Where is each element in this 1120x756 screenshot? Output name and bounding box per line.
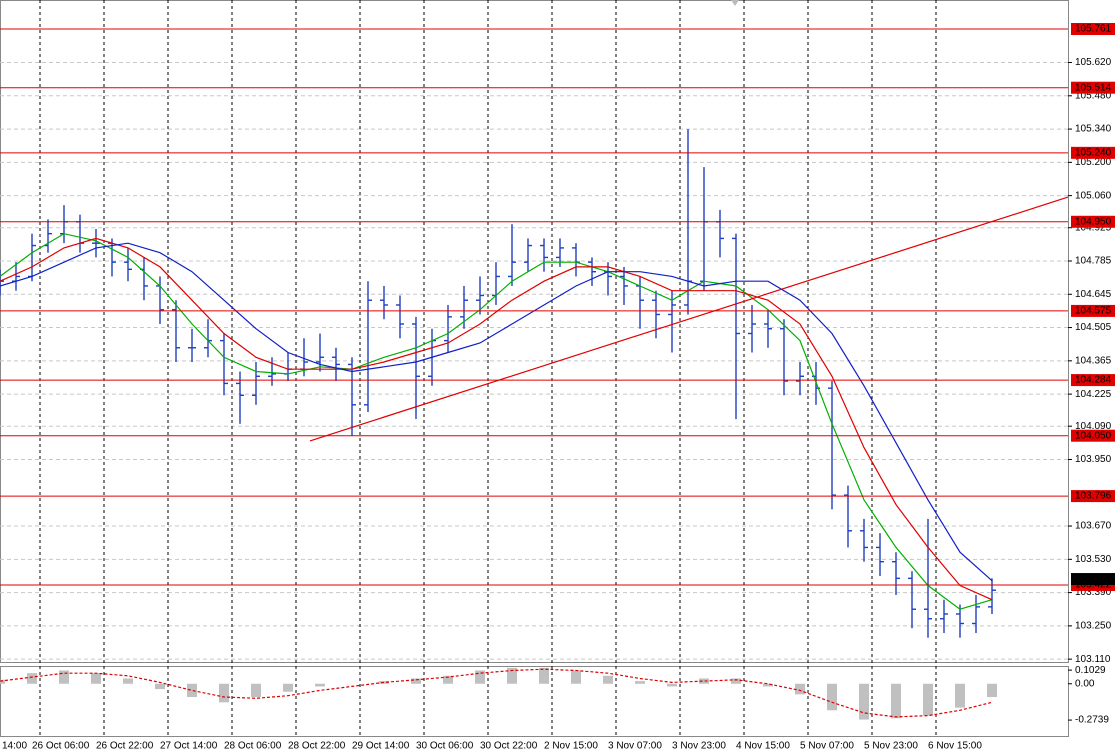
level-label: 104.950 — [1075, 216, 1112, 227]
level-label: 105.240 — [1075, 147, 1112, 158]
signal-line — [0, 668, 993, 718]
histogram-bar — [315, 683, 325, 687]
current-price-label: 103.447 — [1075, 574, 1112, 585]
y-tick-label: 105.620 — [1075, 57, 1112, 68]
histogram-bar — [155, 683, 165, 690]
y-tick-label: 104.365 — [1075, 355, 1112, 366]
histogram-bar — [507, 667, 517, 684]
x-tick-label: 3 Nov 23:00 — [672, 741, 726, 752]
indicator-tick-label: 0.00 — [1075, 678, 1095, 689]
x-tick-label: 28 Oct 06:00 — [224, 741, 282, 752]
histogram-bar — [571, 670, 581, 684]
y-tick-label: 103.390 — [1075, 587, 1112, 598]
level-label-box — [1071, 22, 1115, 35]
moving-average — [0, 237, 993, 601]
x-tick-label: 29 Oct 14:00 — [352, 741, 410, 752]
trendline — [309, 196, 1069, 442]
level-label-box — [1071, 215, 1115, 228]
histogram-bar — [283, 683, 293, 692]
level-label: 103.796 — [1075, 491, 1112, 502]
histogram-bar — [763, 683, 773, 687]
histogram-bar — [635, 681, 645, 684]
x-tick-label: 30 Oct 06:00 — [416, 741, 474, 752]
y-tick-label: 105.480 — [1075, 90, 1112, 101]
y-tick-label: 105.060 — [1075, 190, 1112, 201]
histogram-bar — [219, 683, 229, 703]
level-label-box — [1071, 146, 1115, 159]
current-price-box — [1071, 573, 1115, 586]
x-tick-label: 6 Nov 15:00 — [928, 741, 982, 752]
y-tick-label: 104.925 — [1075, 222, 1112, 233]
x-tick-label: 3 Nov 07:00 — [608, 741, 662, 752]
level-label: 104.050 — [1075, 430, 1112, 441]
y-tick-label: 104.505 — [1075, 322, 1112, 333]
histogram-bar — [891, 683, 901, 719]
histogram-bar — [27, 673, 37, 684]
y-tick-label: 103.110 — [1075, 654, 1111, 665]
level-label-box — [1071, 304, 1115, 317]
indicator-tick-label: 0.1029 — [1075, 665, 1106, 676]
histogram-bar — [731, 678, 741, 684]
x-tick-label: 26 Oct 22:00 — [96, 741, 154, 752]
x-tick-label: 30 Oct 22:00 — [480, 741, 538, 752]
level-label: 105.514 — [1075, 82, 1112, 93]
histogram-bar — [187, 683, 197, 698]
x-tick-label: 28 Oct 22:00 — [288, 741, 346, 752]
x-tick-label: 14:00 — [2, 741, 27, 752]
histogram-bar — [539, 667, 549, 684]
histogram-bar — [59, 670, 69, 684]
histogram-bar — [0, 679, 5, 684]
level-label: 105.761 — [1075, 24, 1112, 35]
indicator-panel — [0, 666, 1069, 737]
histogram-bar — [699, 678, 709, 684]
x-tick-label: 27 Oct 14:00 — [160, 741, 218, 752]
shift-marker — [731, 0, 739, 6]
y-tick-label: 104.645 — [1075, 289, 1112, 300]
main-panel — [0, 0, 1069, 663]
level-label: 104.575 — [1075, 306, 1112, 317]
x-tick-label: 5 Nov 07:00 — [800, 741, 854, 752]
histogram-bar — [475, 670, 485, 684]
histogram-bar — [91, 673, 101, 684]
y-tick-label: 103.530 — [1075, 554, 1112, 565]
indicator-tick-label: -0.2739 — [1075, 715, 1109, 726]
level-label-box — [1071, 429, 1115, 442]
y-tick-label: 103.670 — [1075, 521, 1112, 532]
histogram-bar — [795, 683, 805, 695]
y-tick-label: 105.340 — [1075, 124, 1112, 135]
y-tick-label: 103.250 — [1075, 621, 1112, 632]
y-tick-label: 104.785 — [1075, 256, 1112, 267]
y-tick-label: 104.090 — [1075, 421, 1112, 432]
histogram-bar — [955, 683, 965, 708]
y-tick-label: 104.225 — [1075, 389, 1112, 400]
level-label-box — [1071, 81, 1115, 94]
moving-average — [0, 233, 993, 610]
histogram-bar — [123, 678, 133, 684]
level-label: 104.284 — [1075, 375, 1112, 386]
y-tick-label: 103.950 — [1075, 454, 1112, 465]
histogram-bar — [827, 683, 837, 711]
level-label: 103.422 — [1075, 580, 1112, 591]
histogram-bar — [667, 683, 677, 687]
moving-average — [0, 242, 993, 582]
histogram-bar — [859, 683, 869, 720]
x-tick-label: 26 Oct 06:00 — [32, 741, 90, 752]
level-label-box — [1071, 490, 1115, 503]
level-label-box — [1071, 374, 1115, 387]
histogram-bar — [251, 683, 261, 698]
x-tick-label: 5 Nov 23:00 — [864, 741, 918, 752]
y-tick-label: 105.200 — [1075, 157, 1112, 168]
x-tick-label: 4 Nov 15:00 — [736, 741, 790, 752]
histogram-bar — [443, 675, 453, 684]
histogram-bar — [603, 675, 613, 684]
x-tick-label: 2 Nov 15:00 — [544, 741, 598, 752]
histogram-bar — [411, 678, 421, 684]
histogram-bar — [987, 683, 997, 698]
histogram-bar — [923, 683, 933, 716]
